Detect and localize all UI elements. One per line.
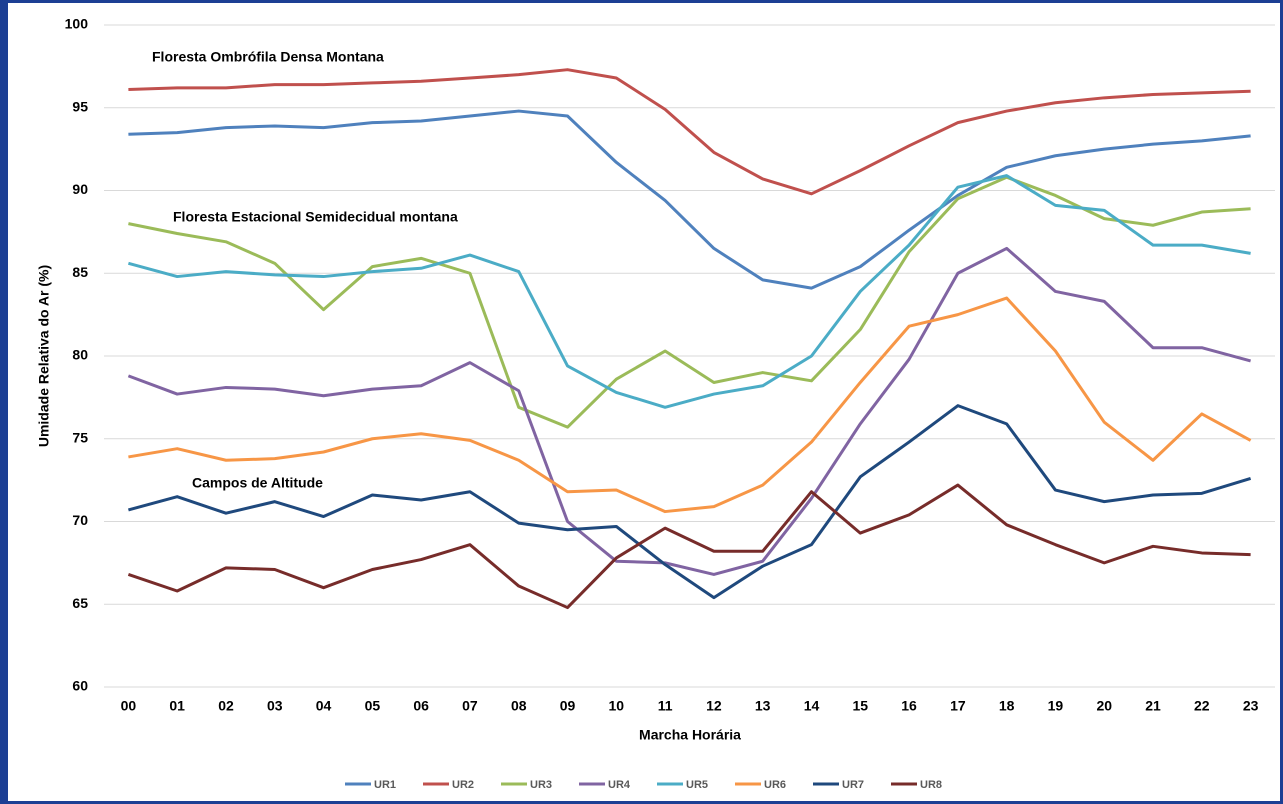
legend-label: UR2 xyxy=(452,779,474,791)
x-tick-label: 18 xyxy=(999,698,1015,714)
x-tick-label: 04 xyxy=(316,698,332,714)
y-axis-label: Umidade Relativa do Ar (%) xyxy=(36,265,52,447)
x-tick-label: 17 xyxy=(950,698,966,714)
series-line xyxy=(128,174,1251,409)
x-tick-label: 22 xyxy=(1194,698,1210,714)
y-tick-label: 100 xyxy=(65,16,89,32)
x-tick-label: 11 xyxy=(658,698,673,714)
series-line xyxy=(128,68,1251,196)
series-line xyxy=(127,246,1251,576)
legend-label: UR8 xyxy=(920,779,942,791)
legend-label: UR1 xyxy=(374,779,396,791)
x-tick-label: 16 xyxy=(901,698,917,714)
x-tick-label: 08 xyxy=(511,698,527,714)
y-tick-label: 95 xyxy=(72,98,88,114)
x-axis-label: Marcha Horária xyxy=(639,727,741,743)
x-tick-label: 14 xyxy=(804,698,820,714)
x-tick-label: 12 xyxy=(706,698,722,714)
x-tick-label: 05 xyxy=(365,698,381,714)
legend-label: UR5 xyxy=(686,779,708,791)
y-tick-label: 80 xyxy=(72,347,88,363)
x-tick-label: 07 xyxy=(462,698,478,714)
x-tick-label: 23 xyxy=(1243,698,1259,714)
x-tick-label: 13 xyxy=(755,698,771,714)
x-tick-label: 15 xyxy=(852,698,868,714)
legend-label: UR3 xyxy=(530,779,552,791)
annotation: Floresta Ombrófila Densa Montana xyxy=(152,49,384,65)
x-tick-label: 00 xyxy=(121,698,137,714)
x-tick-label: 01 xyxy=(169,698,185,714)
x-tick-label: 03 xyxy=(267,698,283,714)
series-line xyxy=(128,296,1252,514)
legend-label: UR4 xyxy=(608,779,631,791)
x-tick-label: 10 xyxy=(609,698,625,714)
x-tick-label: 21 xyxy=(1145,698,1161,714)
legend-label: UR6 xyxy=(764,779,786,791)
y-tick-label: 85 xyxy=(72,264,88,280)
annotation: Campos de Altitude xyxy=(192,475,323,491)
x-tick-label: 20 xyxy=(1096,698,1112,714)
series-line xyxy=(128,404,1252,600)
y-tick-label: 65 xyxy=(72,595,88,611)
y-tick-label: 60 xyxy=(72,678,88,694)
x-tick-label: 19 xyxy=(1048,698,1064,714)
x-tick-label: 09 xyxy=(560,698,576,714)
series-line xyxy=(128,175,1251,429)
legend-label: UR7 xyxy=(842,779,864,791)
x-tick-label: 02 xyxy=(218,698,234,714)
annotation: Floresta Estacional Semidecidual montana xyxy=(173,209,458,225)
x-tick-label: 06 xyxy=(413,698,429,714)
y-tick-label: 70 xyxy=(72,512,88,528)
y-tick-label: 75 xyxy=(72,429,88,445)
y-tick-label: 90 xyxy=(72,181,88,197)
series-line xyxy=(127,483,1251,610)
series-line xyxy=(128,109,1251,290)
